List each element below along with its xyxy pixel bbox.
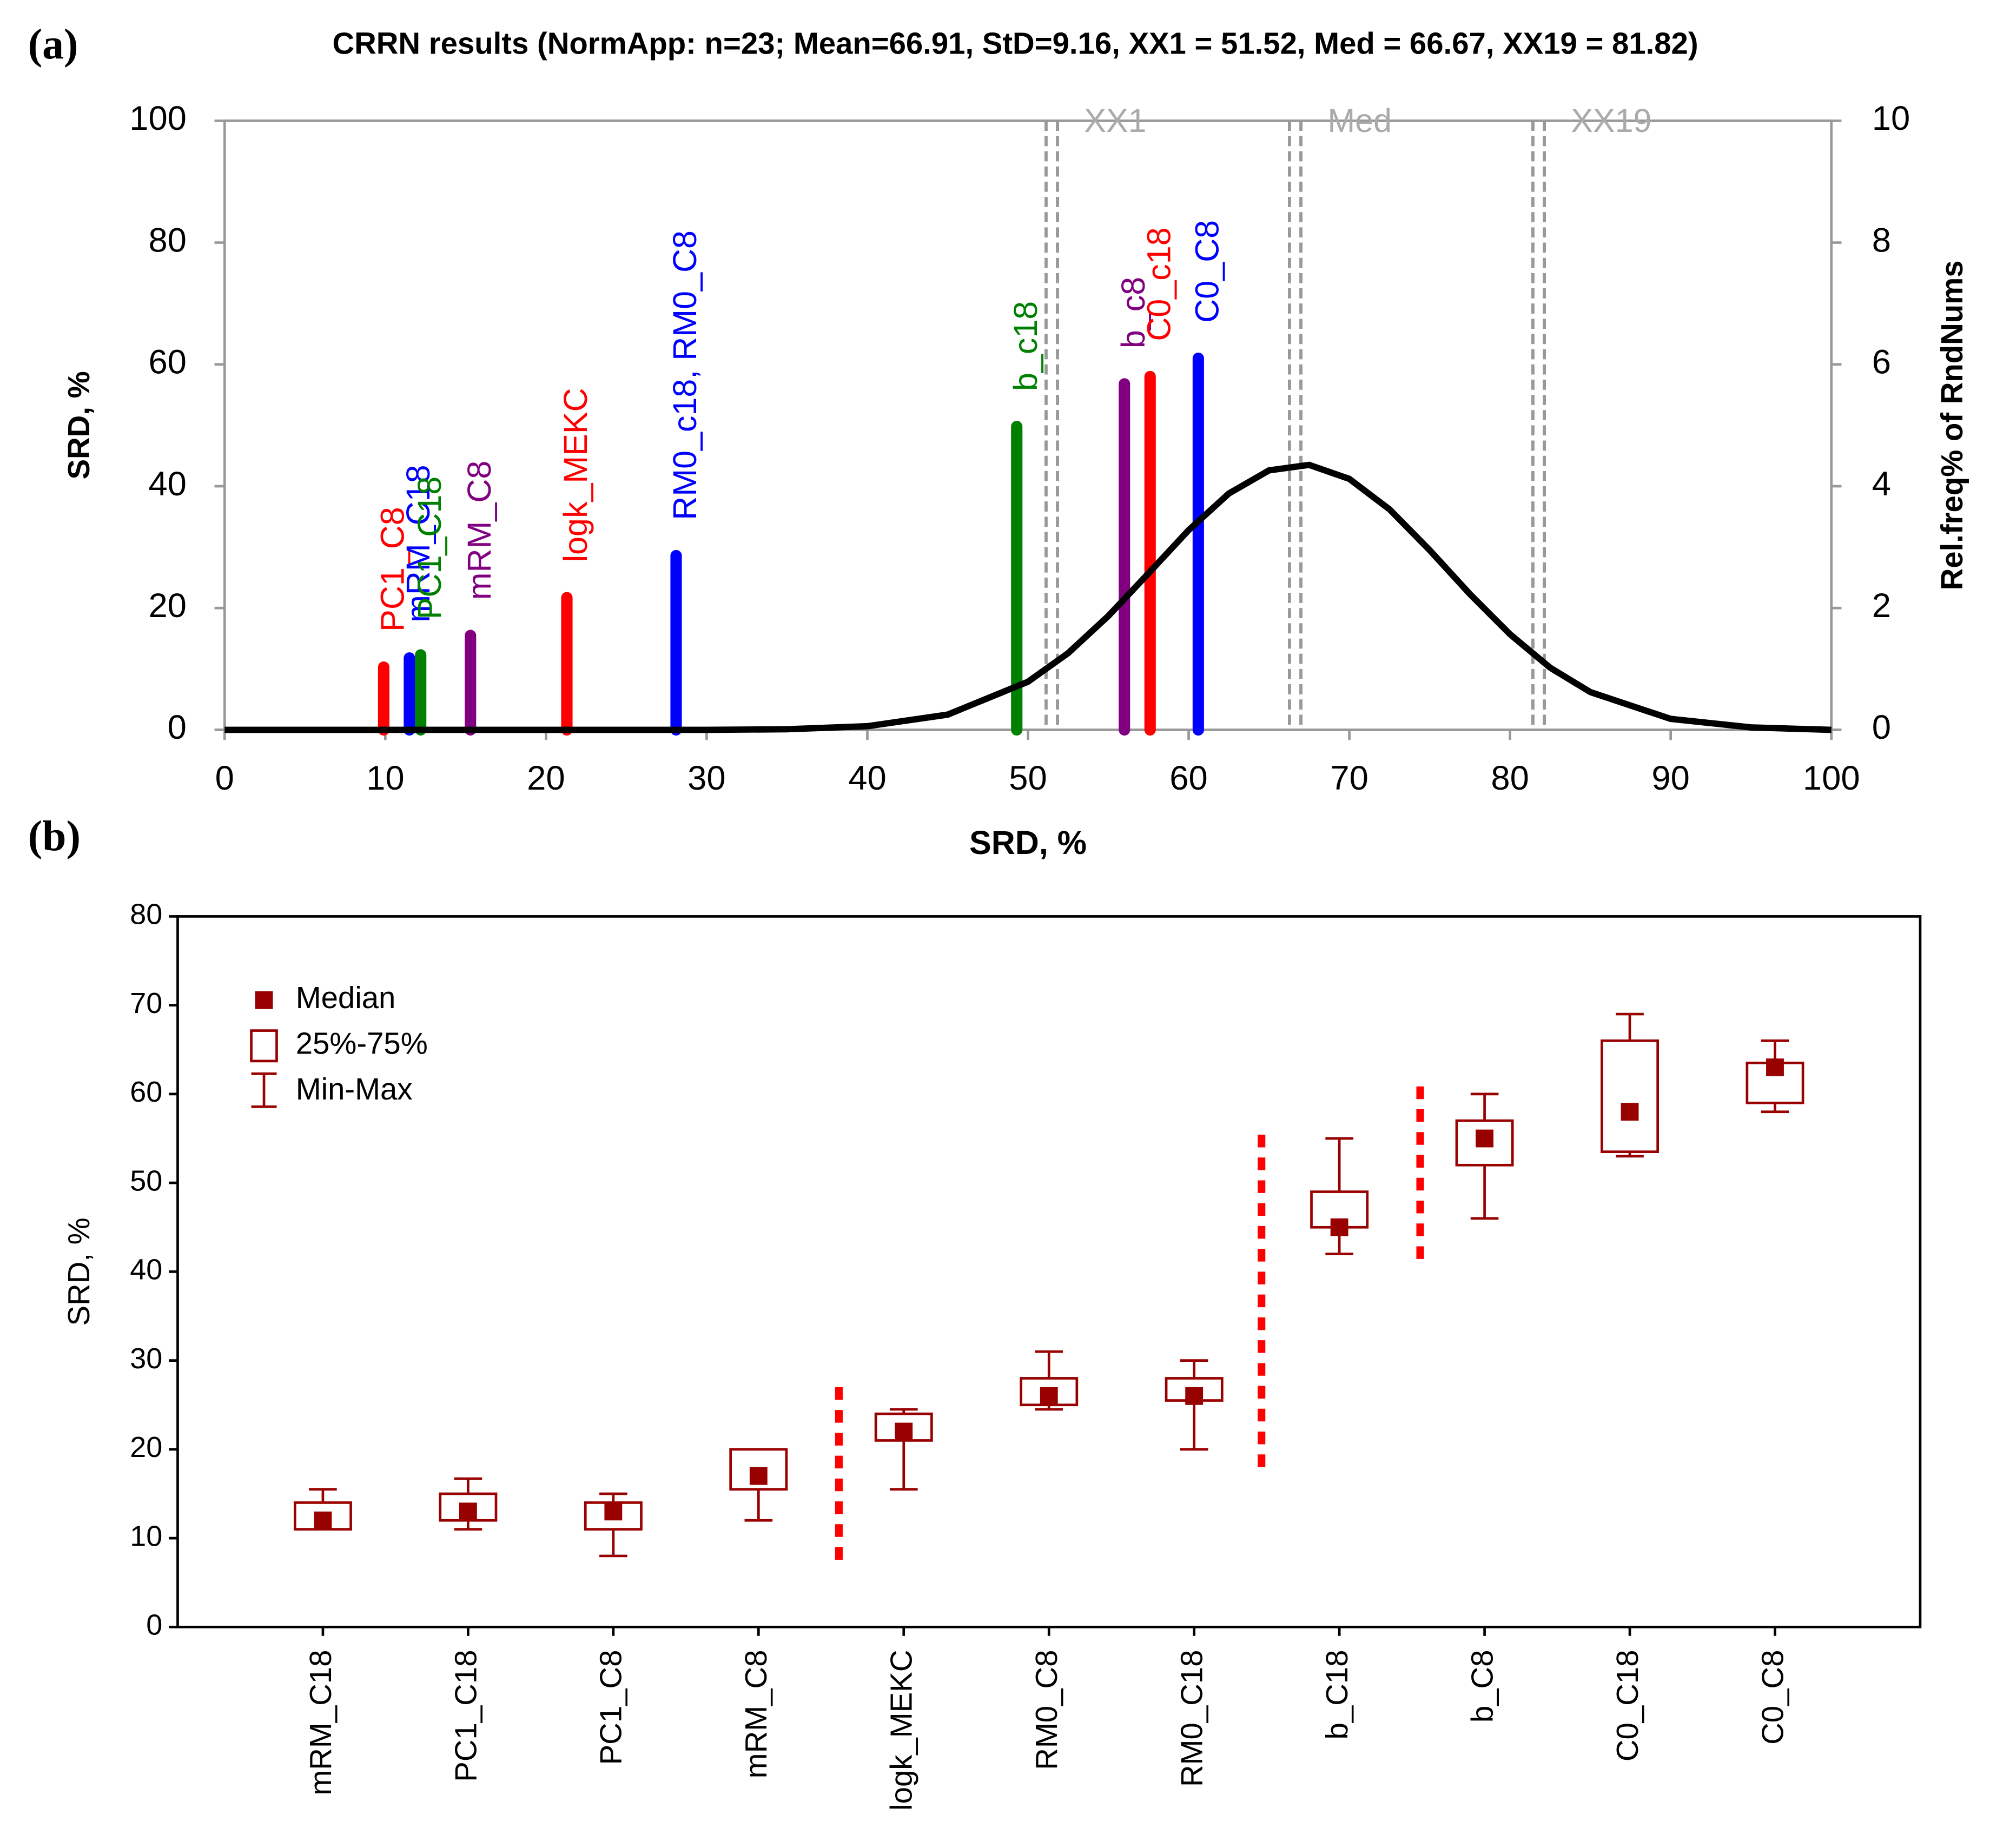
x-tick-label: PC1_C8 bbox=[594, 1650, 628, 1765]
y2-tick-label: 2 bbox=[1872, 587, 1891, 625]
x-axis-label: SRD, % bbox=[969, 824, 1087, 861]
y-tick-label: 80 bbox=[130, 898, 162, 931]
y-tick-label: 100 bbox=[129, 100, 187, 137]
y-tick-label: 0 bbox=[168, 708, 187, 746]
panel-label: (a) bbox=[28, 21, 78, 68]
y-tick-label: 80 bbox=[148, 221, 186, 259]
bar-label: PC1_C8 bbox=[374, 507, 411, 632]
x-tick-label: b_C8 bbox=[1465, 1650, 1499, 1723]
x-tick-label: 100 bbox=[1803, 759, 1860, 797]
x-tick-label: RM0_C18 bbox=[1175, 1650, 1209, 1787]
x-tick-label: logk_MEKC bbox=[884, 1650, 918, 1811]
x-tick-label: 90 bbox=[1651, 759, 1689, 797]
y-tick-label: 70 bbox=[130, 987, 162, 1019]
separators bbox=[835, 1076, 1424, 1560]
bar-label: PC1_C18 bbox=[411, 476, 448, 619]
x-tick-label: 30 bbox=[687, 759, 725, 797]
bar-label: C0_c18 bbox=[1140, 227, 1177, 341]
reference-label: XX1 bbox=[1084, 102, 1146, 139]
y2-tick-label: 8 bbox=[1872, 221, 1891, 259]
box bbox=[1601, 1039, 1660, 1154]
x-tick-label: 60 bbox=[1169, 759, 1207, 797]
median bbox=[604, 1502, 623, 1521]
median bbox=[1330, 1218, 1348, 1236]
y-tick-label: 60 bbox=[148, 343, 186, 381]
y2-axis-label: Rel.freq% of RndNums bbox=[1935, 260, 1969, 590]
bar-label: logk_MEKC bbox=[557, 388, 594, 562]
median bbox=[749, 1467, 768, 1485]
x-tick-label: 70 bbox=[1330, 759, 1368, 797]
legend-box bbox=[250, 1029, 278, 1063]
legend-label: Min-Max bbox=[296, 1072, 413, 1106]
y-axis-label: SRD, % bbox=[62, 371, 96, 479]
x-tick-label: b_C18 bbox=[1320, 1650, 1354, 1740]
bar-label: C0_C8 bbox=[1189, 220, 1226, 323]
y-tick-label: 40 bbox=[148, 465, 186, 503]
x-tick-label: 10 bbox=[366, 759, 404, 797]
median bbox=[314, 1511, 332, 1529]
y2-tick-label: 6 bbox=[1872, 343, 1891, 381]
x-tick-label: 80 bbox=[1491, 759, 1529, 797]
bar-label: mRM_C8 bbox=[461, 461, 498, 600]
y-tick-label: 40 bbox=[130, 1254, 162, 1286]
y-tick-label: 60 bbox=[130, 1076, 162, 1108]
legend-label: Median bbox=[296, 981, 396, 1015]
median bbox=[1621, 1103, 1639, 1121]
x-tick-label: 20 bbox=[527, 759, 565, 797]
y2-tick-label: 0 bbox=[1872, 708, 1891, 746]
median bbox=[459, 1502, 477, 1521]
reference-label: Med bbox=[1327, 102, 1392, 139]
y-axis-label: SRD, % bbox=[62, 1217, 96, 1326]
median bbox=[1766, 1058, 1784, 1077]
y-tick-label: 10 bbox=[130, 1520, 162, 1552]
y-tick-label: 50 bbox=[130, 1164, 162, 1197]
x-tick-label: C0_C18 bbox=[1610, 1650, 1644, 1762]
panel-label: (b) bbox=[28, 812, 81, 860]
x-tick-label: C0_C8 bbox=[1755, 1650, 1789, 1745]
y-tick-label: 30 bbox=[130, 1342, 162, 1375]
y-tick-label: 20 bbox=[130, 1431, 162, 1463]
reference-label: XX19 bbox=[1571, 102, 1651, 139]
median bbox=[1040, 1387, 1058, 1405]
y-tick-label: 20 bbox=[148, 587, 186, 625]
x-tick-label: RM0_C8 bbox=[1029, 1650, 1063, 1770]
y2-tick-label: 4 bbox=[1872, 465, 1891, 503]
y-tick-label: 0 bbox=[146, 1609, 162, 1641]
x-tick-label: mRM_C18 bbox=[303, 1650, 338, 1796]
bar-label: mRM_C18 bbox=[400, 465, 437, 622]
y2-tick-label: 10 bbox=[1872, 100, 1910, 137]
distribution-curve bbox=[224, 461, 1832, 733]
x-tick-label: mRM_C8 bbox=[739, 1650, 773, 1779]
x-tick-label: 40 bbox=[848, 759, 886, 797]
median bbox=[895, 1422, 913, 1441]
x-tick-label: 50 bbox=[1009, 759, 1047, 797]
legend-label: 25%-75% bbox=[296, 1026, 428, 1061]
median bbox=[1185, 1387, 1204, 1405]
bar-label: b_c18 bbox=[1007, 301, 1044, 391]
bar-label: RM0_c18, RM0_C8 bbox=[666, 230, 703, 520]
median bbox=[1476, 1129, 1494, 1148]
x-tick-label: 0 bbox=[215, 759, 234, 797]
chart-title: CRRN results (NormApp: n=23; Mean=66.91,… bbox=[332, 27, 1698, 61]
legend-median bbox=[255, 991, 273, 1009]
bar-label: b_c8 bbox=[1115, 277, 1152, 348]
x-tick-label: PC1_C18 bbox=[448, 1650, 482, 1782]
